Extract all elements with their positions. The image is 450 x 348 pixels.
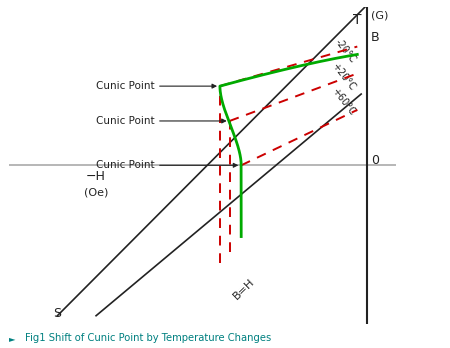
Text: Cunic Point: Cunic Point bbox=[95, 160, 237, 170]
Text: -20°C: -20°C bbox=[333, 38, 357, 65]
Text: Fig1 Shift of Cunic Point by Temperature Changes: Fig1 Shift of Cunic Point by Temperature… bbox=[25, 333, 271, 343]
Text: (Oe): (Oe) bbox=[84, 188, 108, 197]
Text: T: T bbox=[353, 13, 361, 27]
Text: 0: 0 bbox=[371, 154, 379, 167]
Text: −H: −H bbox=[86, 170, 106, 183]
Text: Cunic Point: Cunic Point bbox=[95, 81, 216, 91]
Text: B=H: B=H bbox=[231, 276, 256, 301]
Text: Cunic Point: Cunic Point bbox=[95, 116, 225, 126]
Text: +20°C: +20°C bbox=[330, 61, 357, 92]
Text: ►: ► bbox=[9, 334, 15, 343]
Text: S: S bbox=[54, 308, 61, 321]
Text: (G): (G) bbox=[371, 10, 388, 20]
Text: B: B bbox=[371, 31, 379, 44]
Text: +60°C: +60°C bbox=[330, 86, 357, 118]
